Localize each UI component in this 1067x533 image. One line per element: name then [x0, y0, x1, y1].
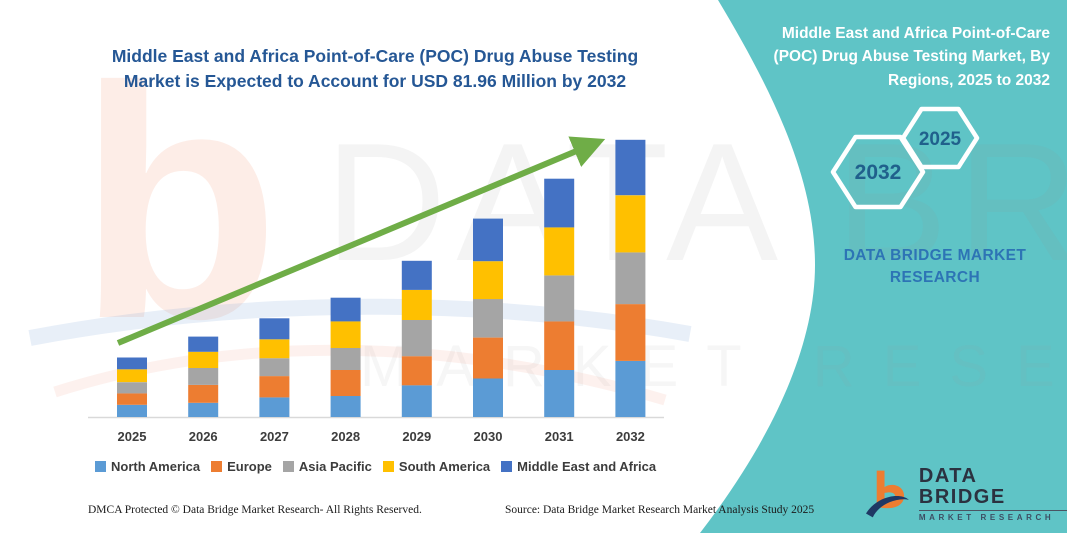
- bar-segment-2031-asia-pacific: [544, 275, 575, 322]
- bar-segment-2025-north-america: [117, 404, 147, 417]
- logo-title: DATA BRIDGE: [918, 465, 1006, 508]
- bar-segment-2028-europe: [330, 370, 361, 396]
- bar-segment-2029-north-america: [401, 385, 432, 417]
- databridge-logo-icon: [865, 470, 909, 518]
- bar-segment-2031-europe: [544, 321, 575, 370]
- bar-segment-2025-europe: [117, 393, 147, 405]
- logo-divider: [918, 510, 1067, 511]
- bar-segment-2027-north-america: [259, 397, 290, 417]
- hexagon-2032-label: 2032: [855, 161, 902, 184]
- bar-segment-2031-middle-east-and-africa: [544, 178, 575, 228]
- bar-segment-2026-middle-east-and-africa: [188, 336, 219, 352]
- legend-label: South America: [398, 459, 491, 474]
- bar-segment-2032-europe: [615, 304, 646, 361]
- bar-segment-2030-south-america: [473, 261, 503, 300]
- bar-segment-2027-middle-east-and-africa: [259, 318, 290, 340]
- dmca-notice: DMCA Protected © Data Bridge Market Rese…: [88, 504, 422, 516]
- panel-brand-line2: RESEARCH: [889, 269, 981, 287]
- legend-item-middle-east-and-africa: Middle East and Africa: [501, 459, 656, 474]
- source-note: Source: Data Bridge Market Research Mark…: [505, 504, 815, 516]
- legend-swatch-icon: [282, 461, 294, 472]
- bar-segment-2026-south-america: [188, 351, 219, 368]
- hexagon-2025-icon: [900, 106, 980, 170]
- legend-swatch-icon: [211, 461, 223, 472]
- databridge-logo-words: DATA BRIDGE MARKET RESEARCH: [918, 465, 1067, 522]
- bar-segment-2026-asia-pacific: [188, 368, 219, 385]
- bar-segment-2032-south-america: [615, 195, 646, 253]
- bar-segment-2029-middle-east-and-africa: [401, 260, 432, 290]
- x-axis-labels: 2025 2026 2027 2028 2029 2030 2031 2032: [118, 429, 645, 444]
- legend-item-south-america: South America: [382, 459, 491, 474]
- bar-segment-2025-middle-east-and-africa: [117, 357, 147, 370]
- chart-title: Middle East and Africa Point-of-Care (PO…: [111, 46, 639, 91]
- x-axis-label-2026: 2026: [189, 429, 218, 444]
- bar-segment-2029-europe: [401, 356, 432, 386]
- bar-segment-2028-middle-east-and-africa: [330, 297, 361, 322]
- hexagon-2025-label: 2025: [919, 129, 962, 150]
- x-axis-label-2027: 2027: [260, 429, 289, 444]
- legend-label: North America: [111, 459, 201, 474]
- bar-segment-2031-north-america: [544, 370, 575, 417]
- bar-segment-2026-europe: [188, 384, 219, 403]
- x-axis-label-2028: 2028: [331, 429, 360, 444]
- bar-segment-2032-asia-pacific: [615, 252, 646, 305]
- bars-group: [117, 139, 646, 417]
- panel-brand-text: DATA BRIDGE MARKET RESEARCH: [815, 245, 1055, 290]
- legend-label: Asia Pacific: [298, 459, 372, 474]
- legend-swatch-icon: [95, 461, 106, 472]
- panel-title: Middle East and Africa Point-of-Care (PO…: [773, 25, 1050, 89]
- bar-segment-2025-south-america: [117, 369, 147, 383]
- x-axis-label-2031: 2031: [545, 429, 574, 444]
- bar-segment-2027-south-america: [259, 339, 290, 359]
- hexagon-2032-icon: [830, 134, 926, 210]
- legend-item-europe: Europe: [211, 459, 272, 474]
- legend-swatch-icon: [501, 461, 513, 472]
- bar-segment-2029-asia-pacific: [401, 320, 432, 357]
- chart-legend: North America Europe Asia Pacific South Ame…: [95, 459, 680, 474]
- legend-item-asia-pacific: Asia Pacific: [282, 459, 372, 474]
- bar-segment-2028-asia-pacific: [330, 348, 361, 370]
- bar-segment-2030-asia-pacific: [473, 299, 503, 338]
- year-hexagons: 2032 2025: [830, 106, 980, 210]
- bar-segment-2030-europe: [473, 337, 503, 379]
- bar-segment-2026-north-america: [188, 402, 219, 417]
- x-axis-label-2032: 2032: [616, 429, 645, 444]
- x-axis-label-2030: 2030: [474, 429, 503, 444]
- panel-brand-line1: DATA BRIDGE MARKET: [843, 247, 1027, 264]
- x-axis-label-2029: 2029: [402, 429, 431, 444]
- bar-segment-2027-asia-pacific: [259, 358, 290, 377]
- bar-segment-2030-north-america: [473, 378, 503, 417]
- legend-label: Europe: [227, 459, 272, 474]
- databridge-logo: DATA BRIDGE MARKET RESEARCH: [865, 466, 1067, 522]
- bar-segment-2032-north-america: [615, 360, 646, 417]
- bar-segment-2027-europe: [259, 376, 290, 398]
- growth-trend-arrow: [116, 136, 606, 346]
- bar-segment-2030-middle-east-and-africa: [473, 218, 503, 262]
- bar-segment-2028-south-america: [330, 321, 361, 348]
- bar-segment-2031-south-america: [544, 227, 575, 276]
- legend-label: Middle East and Africa: [517, 459, 657, 474]
- legend-item-north-america: North America: [95, 459, 200, 474]
- x-axis-label-2025: 2025: [118, 429, 147, 444]
- bar-segment-2032-middle-east-and-africa: [615, 139, 646, 196]
- bar-segment-2029-south-america: [401, 289, 432, 320]
- legend-swatch-icon: [382, 461, 394, 472]
- bar-segment-2025-asia-pacific: [117, 382, 147, 394]
- bar-segment-2028-north-america: [330, 396, 361, 417]
- logo-subtitle: MARKET RESEARCH: [918, 513, 1055, 522]
